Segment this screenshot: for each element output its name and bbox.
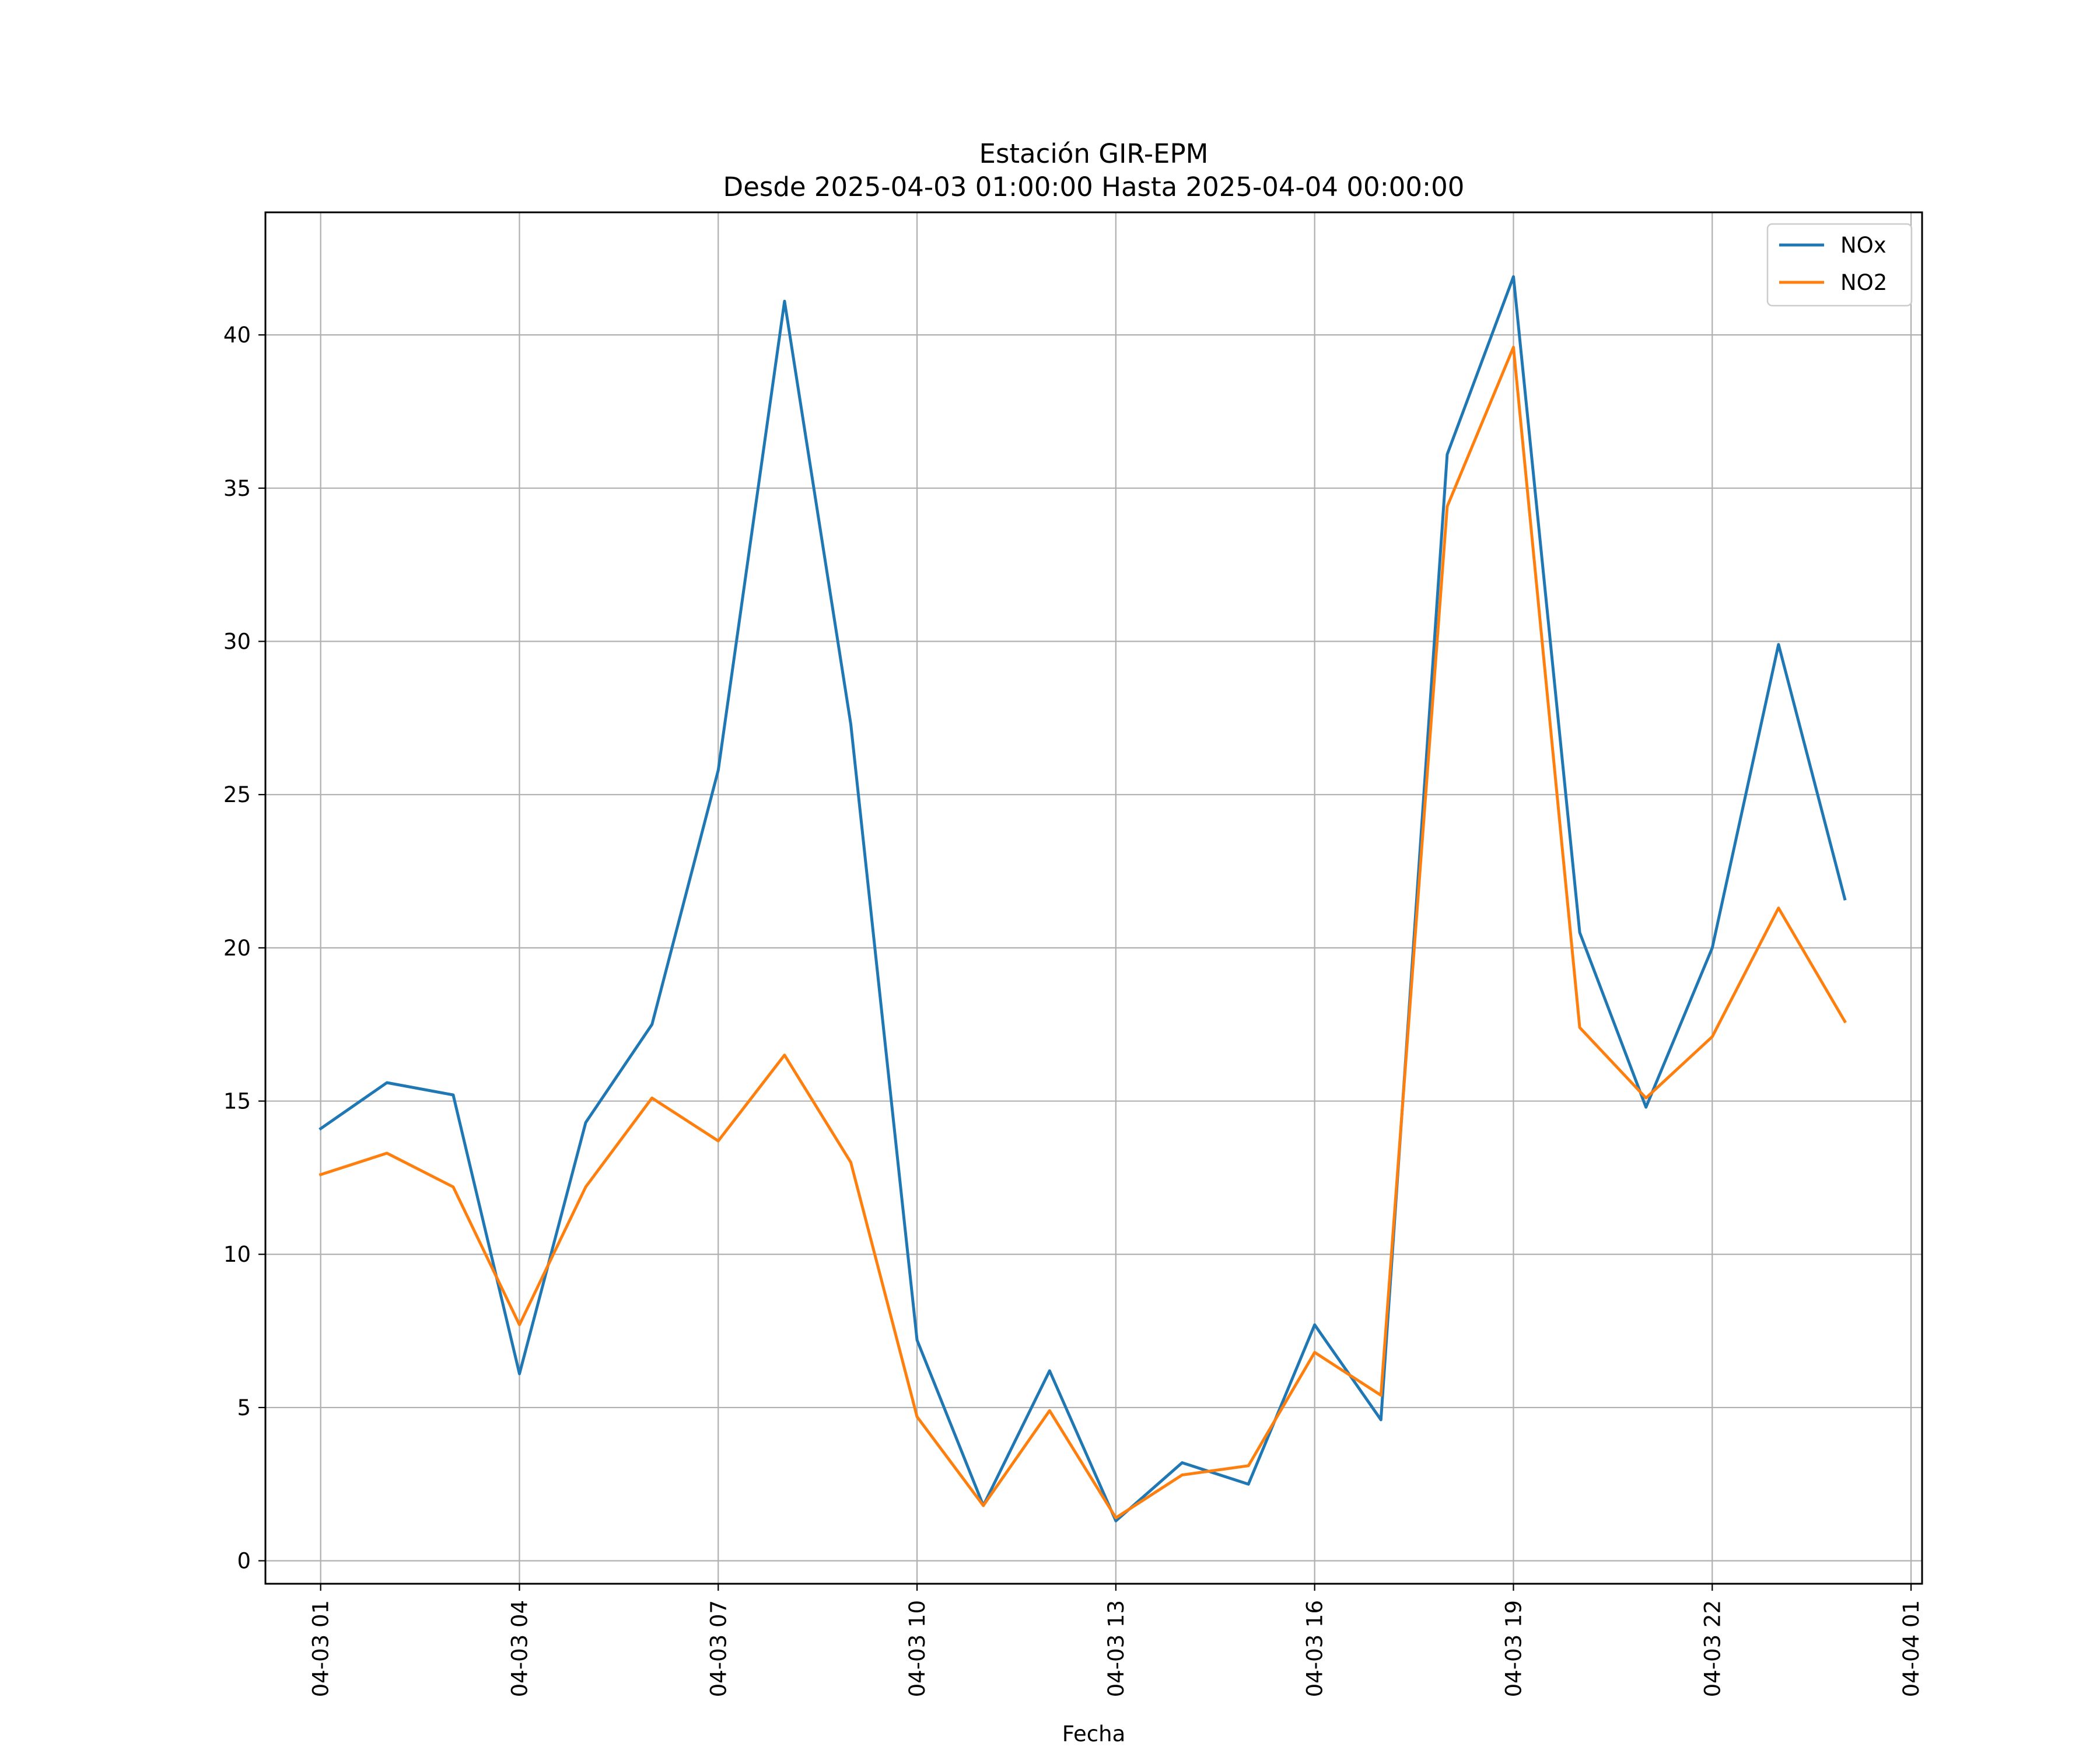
x-tick-label: 04-03 04 bbox=[507, 1600, 532, 1697]
y-tick-label: 5 bbox=[237, 1395, 251, 1420]
y-tick-label: 20 bbox=[223, 936, 251, 961]
legend-label-no2: NO2 bbox=[1840, 270, 1887, 295]
y-tick-label: 15 bbox=[223, 1089, 251, 1114]
y-tick-label: 30 bbox=[223, 629, 251, 654]
y-tick-label: 40 bbox=[223, 323, 251, 348]
legend: NOx NO2 bbox=[1766, 223, 1913, 307]
y-tick-label: 25 bbox=[223, 782, 251, 807]
series-lines bbox=[318, 275, 1847, 1522]
x-tick-label: 04-04 01 bbox=[1899, 1600, 1924, 1697]
chart-subtitle: Desde 2025-04-03 01:00:00 Hasta 2025-04-… bbox=[723, 172, 1465, 202]
x-axis-ticks: 04-03 01 04-03 04 04-03 07 04-03 10 04-03 13… bbox=[309, 1584, 1924, 1697]
x-tick-label: 04-03 22 bbox=[1700, 1600, 1725, 1697]
series-line-nox bbox=[318, 275, 1847, 1522]
x-tick-label: 04-03 10 bbox=[905, 1600, 930, 1697]
series-line-no2 bbox=[318, 345, 1847, 1520]
x-axis-label: Fecha bbox=[1062, 1721, 1126, 1746]
x-tick-label: 04-03 19 bbox=[1501, 1600, 1526, 1697]
plot-frame bbox=[264, 211, 1923, 1585]
grid bbox=[265, 212, 1922, 1584]
chart-title: Estación GIR-EPM bbox=[979, 138, 1209, 169]
x-tick-label: 04-03 07 bbox=[706, 1600, 731, 1697]
y-tick-label: 35 bbox=[223, 476, 251, 501]
y-tick-label: 10 bbox=[223, 1242, 251, 1267]
legend-box bbox=[1766, 223, 1913, 307]
x-tick-label: 04-03 01 bbox=[309, 1600, 334, 1697]
x-tick-label: 04-03 13 bbox=[1104, 1600, 1129, 1697]
y-tick-label: 0 bbox=[237, 1549, 251, 1574]
x-tick-label: 04-03 16 bbox=[1303, 1600, 1328, 1697]
legend-label-nox: NOx bbox=[1840, 233, 1887, 258]
y-axis-ticks: 0 5 10 15 20 25 30 35 40 bbox=[223, 323, 265, 1574]
